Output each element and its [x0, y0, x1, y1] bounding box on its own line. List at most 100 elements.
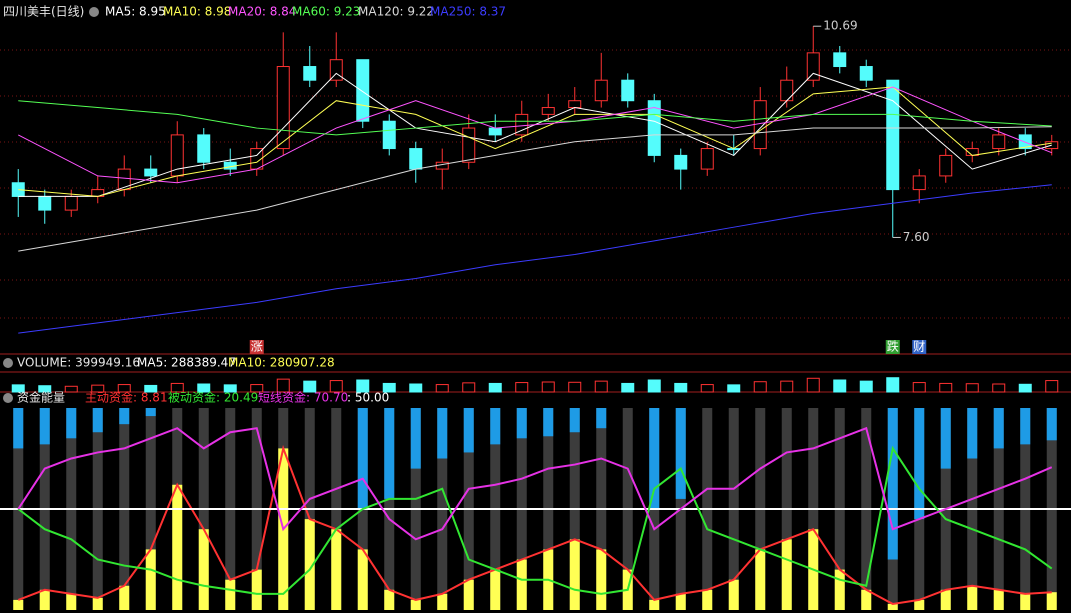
legend-label: 主动资金: 8.81	[85, 390, 168, 405]
volume-bar	[965, 383, 979, 393]
energy-bar	[516, 559, 527, 610]
volume-bar	[462, 382, 476, 393]
energy-bar	[251, 569, 262, 610]
ma-line	[18, 100, 1052, 136]
energy-bar	[781, 539, 792, 610]
volume-bar	[886, 377, 900, 393]
energy-bar	[384, 589, 395, 610]
energy-bar	[993, 589, 1004, 610]
volume-bar	[647, 379, 661, 393]
event-label: 跌	[887, 339, 899, 354]
panel-title: VOLUME: 399949.16	[17, 356, 140, 370]
top-bar	[887, 408, 898, 560]
volume-bar	[700, 384, 714, 393]
annotation: 7.60	[903, 230, 930, 244]
energy-bar	[728, 579, 739, 610]
event-marker	[912, 340, 927, 354]
volume-bar	[833, 379, 847, 393]
candle-body	[594, 79, 608, 102]
candle-body	[859, 66, 873, 81]
volume-bar	[356, 379, 370, 393]
top-bar	[13, 408, 24, 449]
volume-bar	[170, 382, 184, 393]
candle-body	[462, 127, 476, 163]
volume-bar	[11, 384, 25, 393]
top-bar	[516, 408, 527, 439]
volume-bar	[409, 383, 423, 393]
energy-bar	[755, 549, 766, 610]
candle-body	[382, 120, 396, 150]
candle-body	[197, 134, 211, 163]
headers: 四川美丰(日线) MA5: 8.95 MA10: 8.98 MA20: 8.84…	[3, 5, 506, 405]
energy-bar	[119, 585, 130, 610]
top-bar	[357, 408, 368, 509]
volume-bar	[38, 385, 52, 393]
energy-bar	[66, 593, 77, 610]
top-bar	[967, 408, 978, 459]
ma-line	[18, 126, 1052, 252]
candle-body	[488, 127, 502, 136]
energy-bar	[331, 529, 342, 610]
energy-bar	[967, 585, 978, 610]
candle-body	[38, 195, 52, 211]
legend-label: 短线资金: 70.70	[258, 390, 348, 405]
top-bar	[145, 408, 156, 417]
top-bar	[437, 408, 448, 459]
top-bar	[940, 408, 951, 469]
annotation: 10.69	[823, 19, 857, 33]
volume-bar	[594, 380, 608, 393]
volume-bar	[303, 380, 317, 393]
volume-bar	[806, 377, 820, 393]
top-bar	[649, 408, 660, 509]
volume-bar	[541, 381, 555, 393]
energy-bar	[172, 484, 183, 610]
top-bar	[463, 408, 474, 453]
top-bar	[384, 408, 395, 499]
volume-bar	[753, 381, 767, 393]
plots: 10.69 7.60 涨 跌财	[0, 19, 1071, 610]
candle-body	[621, 79, 635, 102]
candle-body	[912, 175, 926, 191]
candle-body	[117, 168, 131, 191]
volume-bar	[488, 382, 502, 393]
energy-bar	[940, 589, 951, 610]
candle-body	[833, 52, 847, 68]
volume-bar	[329, 380, 343, 393]
event-label: 财	[913, 340, 925, 354]
legend-label: MA120: 9.22	[358, 5, 434, 19]
candle-body	[541, 107, 555, 115]
energy-bar	[357, 549, 368, 610]
energy-bar	[649, 599, 660, 610]
energy-bar	[39, 589, 50, 610]
candle-body	[780, 79, 794, 102]
legend-label: MA5: 288389.47	[137, 356, 236, 370]
energy-bar	[569, 539, 580, 610]
volume-bar	[197, 383, 211, 393]
candle-body	[992, 134, 1006, 150]
volume-bar	[992, 383, 1006, 393]
top-bar	[675, 408, 686, 499]
candle-body	[409, 148, 423, 170]
event-label: 涨	[251, 339, 263, 354]
volume-bar	[621, 382, 635, 393]
volume-bar	[674, 382, 688, 393]
energy-bar	[887, 603, 898, 610]
candle-body	[144, 168, 158, 177]
energy-line	[17, 426, 1053, 541]
volume-bar	[1018, 383, 1032, 393]
legend-label: 被动资金: 20.49	[168, 390, 258, 405]
candle-body	[674, 154, 688, 170]
energy-bar	[13, 599, 24, 610]
ma-line	[18, 184, 1052, 334]
energy-bar	[225, 579, 236, 610]
top-bar	[1046, 408, 1057, 441]
volume-bar	[144, 384, 158, 393]
candle-body	[939, 154, 953, 177]
volume-bar	[276, 378, 290, 393]
panel-title: 资金能量	[17, 390, 65, 405]
ma-line	[18, 86, 1052, 184]
top-bar	[914, 408, 925, 520]
icon	[3, 393, 13, 403]
